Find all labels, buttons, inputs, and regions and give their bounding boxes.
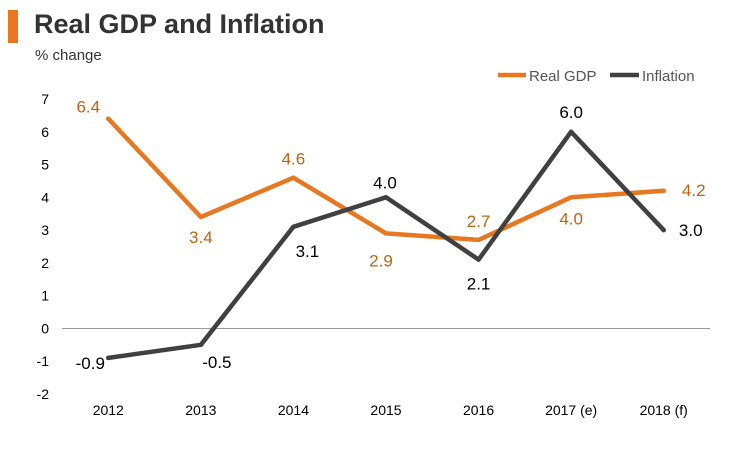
y-axis-unit-label: % change bbox=[35, 47, 102, 64]
y-tick-label: 1 bbox=[41, 288, 49, 304]
data-point-inflation bbox=[198, 342, 204, 348]
y-tick-label: 5 bbox=[41, 157, 49, 173]
y-tick-label: 0 bbox=[41, 320, 49, 336]
x-tick-label: 2013 bbox=[185, 402, 216, 418]
x-tick-label: 2016 bbox=[463, 402, 494, 418]
data-label-inflation: 2.1 bbox=[467, 275, 491, 294]
data-point-inflation bbox=[291, 224, 296, 230]
data-point-real-gdp bbox=[198, 214, 204, 220]
y-tick-label: 4 bbox=[41, 189, 49, 205]
data-label-real-gdp: 4.0 bbox=[559, 209, 583, 228]
data-point-inflation bbox=[661, 227, 666, 233]
y-tick-label: -2 bbox=[37, 386, 50, 402]
x-tick-label: 2015 bbox=[370, 402, 401, 418]
data-point-inflation bbox=[568, 129, 574, 134]
data-point-inflation bbox=[106, 355, 111, 361]
data-label-real-gdp: 2.9 bbox=[369, 251, 393, 270]
data-point-real-gdp bbox=[383, 231, 389, 236]
data-point-inflation bbox=[476, 257, 481, 262]
y-tick-label: 3 bbox=[41, 222, 49, 238]
chart-title: Real GDP and Inflation bbox=[34, 9, 325, 39]
data-point-real-gdp bbox=[568, 195, 574, 200]
data-point-real-gdp bbox=[661, 188, 666, 193]
data-label-real-gdp: 3.4 bbox=[189, 228, 213, 247]
legend-label-inflation: Inflation bbox=[642, 68, 695, 85]
y-tick-label: -1 bbox=[37, 353, 50, 369]
legend-label-real-gdp: Real GDP bbox=[529, 68, 597, 85]
data-label-inflation: 4.0 bbox=[373, 173, 397, 192]
data-label-inflation: 3.0 bbox=[679, 221, 703, 240]
x-tick-label: 2014 bbox=[278, 402, 309, 418]
data-point-real-gdp bbox=[476, 237, 481, 243]
data-label-real-gdp: 4.6 bbox=[282, 150, 306, 169]
data-label-real-gdp: 6.4 bbox=[76, 98, 100, 117]
data-label-real-gdp: 4.2 bbox=[682, 181, 706, 200]
data-label-inflation: -0.9 bbox=[76, 354, 105, 373]
y-tick-label: 6 bbox=[41, 124, 49, 140]
x-tick-label: 2018 (f) bbox=[640, 402, 688, 418]
data-label-inflation: 3.1 bbox=[296, 242, 320, 261]
data-point-real-gdp bbox=[106, 116, 111, 121]
data-point-inflation bbox=[383, 195, 389, 200]
x-tick-label: 2017 (e) bbox=[545, 402, 597, 418]
data-label-real-gdp: 2.7 bbox=[467, 212, 491, 231]
y-tick-label: 7 bbox=[41, 91, 49, 107]
data-label-inflation: 6.0 bbox=[559, 103, 583, 122]
x-tick-label: 2012 bbox=[93, 402, 124, 418]
title-accent-bar bbox=[8, 10, 18, 43]
data-label-inflation: -0.5 bbox=[202, 353, 231, 372]
data-point-real-gdp bbox=[291, 175, 296, 180]
y-tick-label: 2 bbox=[41, 255, 49, 271]
